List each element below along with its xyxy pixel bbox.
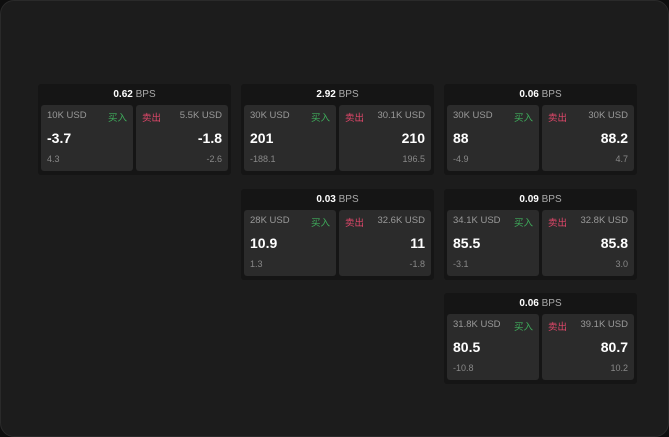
ask-change: -2.6 xyxy=(206,154,222,164)
bid-change: 4.3 xyxy=(47,154,60,164)
buy-label: 买入 xyxy=(513,322,533,333)
bid-change: -188.1 xyxy=(250,154,276,164)
bid-change: -10.8 xyxy=(453,363,474,373)
sell-cell[interactable]: 卖出 32.8K USD 85.8 3.0 xyxy=(542,210,634,276)
spread-header: 0.62 BPS xyxy=(41,84,228,105)
ask-change: 10.2 xyxy=(610,363,628,373)
spread-value: 0.62 xyxy=(113,89,133,100)
buy-label: 买入 xyxy=(513,218,533,229)
ask-change: 196.5 xyxy=(402,154,425,164)
spread-header: 0.03 BPS xyxy=(244,189,431,210)
ask-change: -1.8 xyxy=(409,259,425,269)
sell-cell[interactable]: 卖出 30K USD 88.2 4.7 xyxy=(542,105,634,171)
buy-cell[interactable]: 28K USD 买入 10.9 1.3 xyxy=(244,210,336,276)
bid-price: 85.5 xyxy=(453,235,481,251)
ask-price: 80.7 xyxy=(600,339,628,355)
ask-price: 210 xyxy=(401,130,425,146)
quote-card: 0.03 BPS 28K USD 买入 10.9 1.3 卖出 32.6K USD … xyxy=(241,189,434,280)
spread-value: 0.06 xyxy=(519,89,539,100)
sell-cell[interactable]: 卖出 39.1K USD 80.7 10.2 xyxy=(542,314,634,380)
ask-price: 85.8 xyxy=(600,235,628,251)
buy-label: 买入 xyxy=(310,218,330,229)
buy-label: 买入 xyxy=(513,113,533,124)
spread-unit: BPS xyxy=(135,89,156,100)
bid-change: 1.3 xyxy=(250,259,263,269)
spread-unit: BPS xyxy=(338,89,359,100)
ask-change: 3.0 xyxy=(615,259,628,269)
bid-price: 10.9 xyxy=(250,235,278,251)
sell-cell[interactable]: 卖出 32.6K USD 11 -1.8 xyxy=(339,210,431,276)
ask-change: 4.7 xyxy=(615,154,628,164)
spread-header: 2.92 BPS xyxy=(244,84,431,105)
bid-price: -3.7 xyxy=(47,130,72,146)
ask-size: 39.1K USD xyxy=(580,319,628,330)
spread-value: 2.92 xyxy=(316,89,336,100)
spread-header: 0.06 BPS xyxy=(447,84,634,105)
spread-unit: BPS xyxy=(338,194,359,205)
bid-size: 34.1K USD xyxy=(453,215,501,226)
ask-size: 30.1K USD xyxy=(377,110,425,121)
spread-unit: BPS xyxy=(541,194,562,205)
buy-cell[interactable]: 30K USD 买入 88 -4.9 xyxy=(447,105,539,171)
spread-value: 0.09 xyxy=(519,194,539,205)
buy-cell[interactable]: 30K USD 买入 201 -188.1 xyxy=(244,105,336,171)
bid-size: 28K USD xyxy=(250,215,290,226)
buy-cell[interactable]: 34.1K USD 买入 85.5 -3.1 xyxy=(447,210,539,276)
quote-card: 2.92 BPS 30K USD 买入 201 -188.1 卖出 30.1K US… xyxy=(241,84,434,175)
spread-value: 0.06 xyxy=(519,298,539,309)
ask-size: 5.5K USD xyxy=(179,110,222,121)
bid-change: -4.9 xyxy=(453,154,469,164)
ask-size: 32.6K USD xyxy=(377,215,425,226)
buy-label: 买入 xyxy=(107,113,127,124)
sell-cell[interactable]: 卖出 5.5K USD -1.8 -2.6 xyxy=(136,105,228,171)
bid-size: 30K USD xyxy=(453,110,493,121)
buy-cell[interactable]: 10K USD 买入 -3.7 4.3 xyxy=(41,105,133,171)
bid-change: -3.1 xyxy=(453,259,469,269)
quote-card: 0.06 BPS 30K USD 买入 88 -4.9 卖出 30K USD 88.… xyxy=(444,84,637,175)
bid-price: 80.5 xyxy=(453,339,481,355)
sell-label: 卖出 xyxy=(142,113,162,124)
ask-price: 11 xyxy=(410,235,425,251)
bid-price: 201 xyxy=(250,130,274,146)
quote-card: 0.62 BPS 10K USD 买入 -3.7 4.3 卖出 5.5K USD -… xyxy=(38,84,231,175)
bid-size: 10K USD xyxy=(47,110,87,121)
spread-header: 0.06 BPS xyxy=(447,293,634,314)
spread-header: 0.09 BPS xyxy=(447,189,634,210)
quote-card: 0.06 BPS 31.8K USD 买入 80.5 -10.8 卖出 39.1K … xyxy=(444,293,637,384)
ask-size: 30K USD xyxy=(588,110,628,121)
sell-label: 卖出 xyxy=(548,322,568,333)
spread-value: 0.03 xyxy=(316,194,336,205)
sell-label: 卖出 xyxy=(345,113,365,124)
spread-unit: BPS xyxy=(541,89,562,100)
bid-price: 88 xyxy=(453,130,469,146)
sell-label: 卖出 xyxy=(345,218,365,229)
sell-label: 卖出 xyxy=(548,113,568,124)
buy-cell[interactable]: 31.8K USD 买入 80.5 -10.8 xyxy=(447,314,539,380)
buy-label: 买入 xyxy=(310,113,330,124)
ask-price: -1.8 xyxy=(197,130,222,146)
ask-price: 88.2 xyxy=(600,130,628,146)
bid-size: 30K USD xyxy=(250,110,290,121)
quote-card: 0.09 BPS 34.1K USD 买入 85.5 -3.1 卖出 32.8K U… xyxy=(444,189,637,280)
sell-cell[interactable]: 卖出 30.1K USD 210 196.5 xyxy=(339,105,431,171)
sell-label: 卖出 xyxy=(548,218,568,229)
bid-size: 31.8K USD xyxy=(453,319,501,330)
ask-size: 32.8K USD xyxy=(580,215,628,226)
spread-unit: BPS xyxy=(541,298,562,309)
